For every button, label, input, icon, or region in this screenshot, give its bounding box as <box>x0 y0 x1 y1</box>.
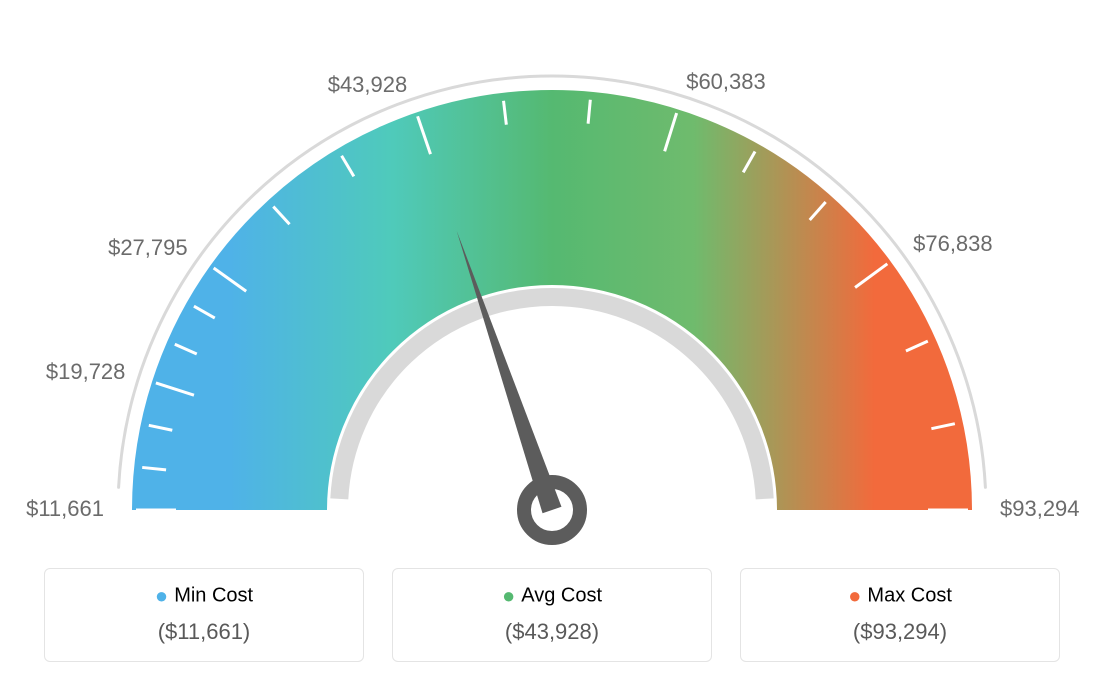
gauge-tick-label: $11,661 <box>14 496 104 522</box>
legend-card-min: ● Min Cost ($11,661) <box>44 568 364 662</box>
legend-title-text: Min Cost <box>174 584 253 606</box>
legend-title-min: ● Min Cost <box>55 583 353 609</box>
legend-card-max: ● Max Cost ($93,294) <box>740 568 1060 662</box>
legend-row: ●Min Cost ($11,661) ●Avg Cost ($43,928) … <box>0 568 1104 662</box>
dot-icon: ● <box>502 583 515 608</box>
gauge-tick-label: $19,728 <box>35 359 125 385</box>
legend-value-avg: ($43,928) <box>403 619 701 645</box>
legend-title-text: Max Cost <box>867 584 951 606</box>
gauge-tick-label: $60,383 <box>686 69 776 95</box>
dot-icon: ● <box>848 583 861 608</box>
legend-value-max: ($93,294) <box>751 619 1049 645</box>
gauge-svg <box>0 0 1104 560</box>
legend-title-text: Avg Cost <box>521 584 602 606</box>
dot-icon: ● <box>155 583 168 608</box>
gauge-tick-label: $27,795 <box>98 235 188 261</box>
legend-title-avg: ● Avg Cost <box>403 583 701 609</box>
legend-title-max: ● Max Cost <box>751 583 1049 609</box>
legend-card-avg: ● Avg Cost ($43,928) <box>392 568 712 662</box>
gauge-area: $11,661 $19,728 $27,795 $43,928 $60,383 $76,8… <box>0 0 1104 560</box>
cost-gauge-chart: $11,661 $19,728 $27,795 $43,928 $60,383 $76,8… <box>0 0 1104 690</box>
gauge-tick-label: $76,838 <box>913 231 1003 257</box>
gauge-tick-label: $43,928 <box>317 72 407 98</box>
legend-value-min: ($11,661) <box>55 619 353 645</box>
gauge-tick-label: $93,294 <box>1000 496 1090 522</box>
